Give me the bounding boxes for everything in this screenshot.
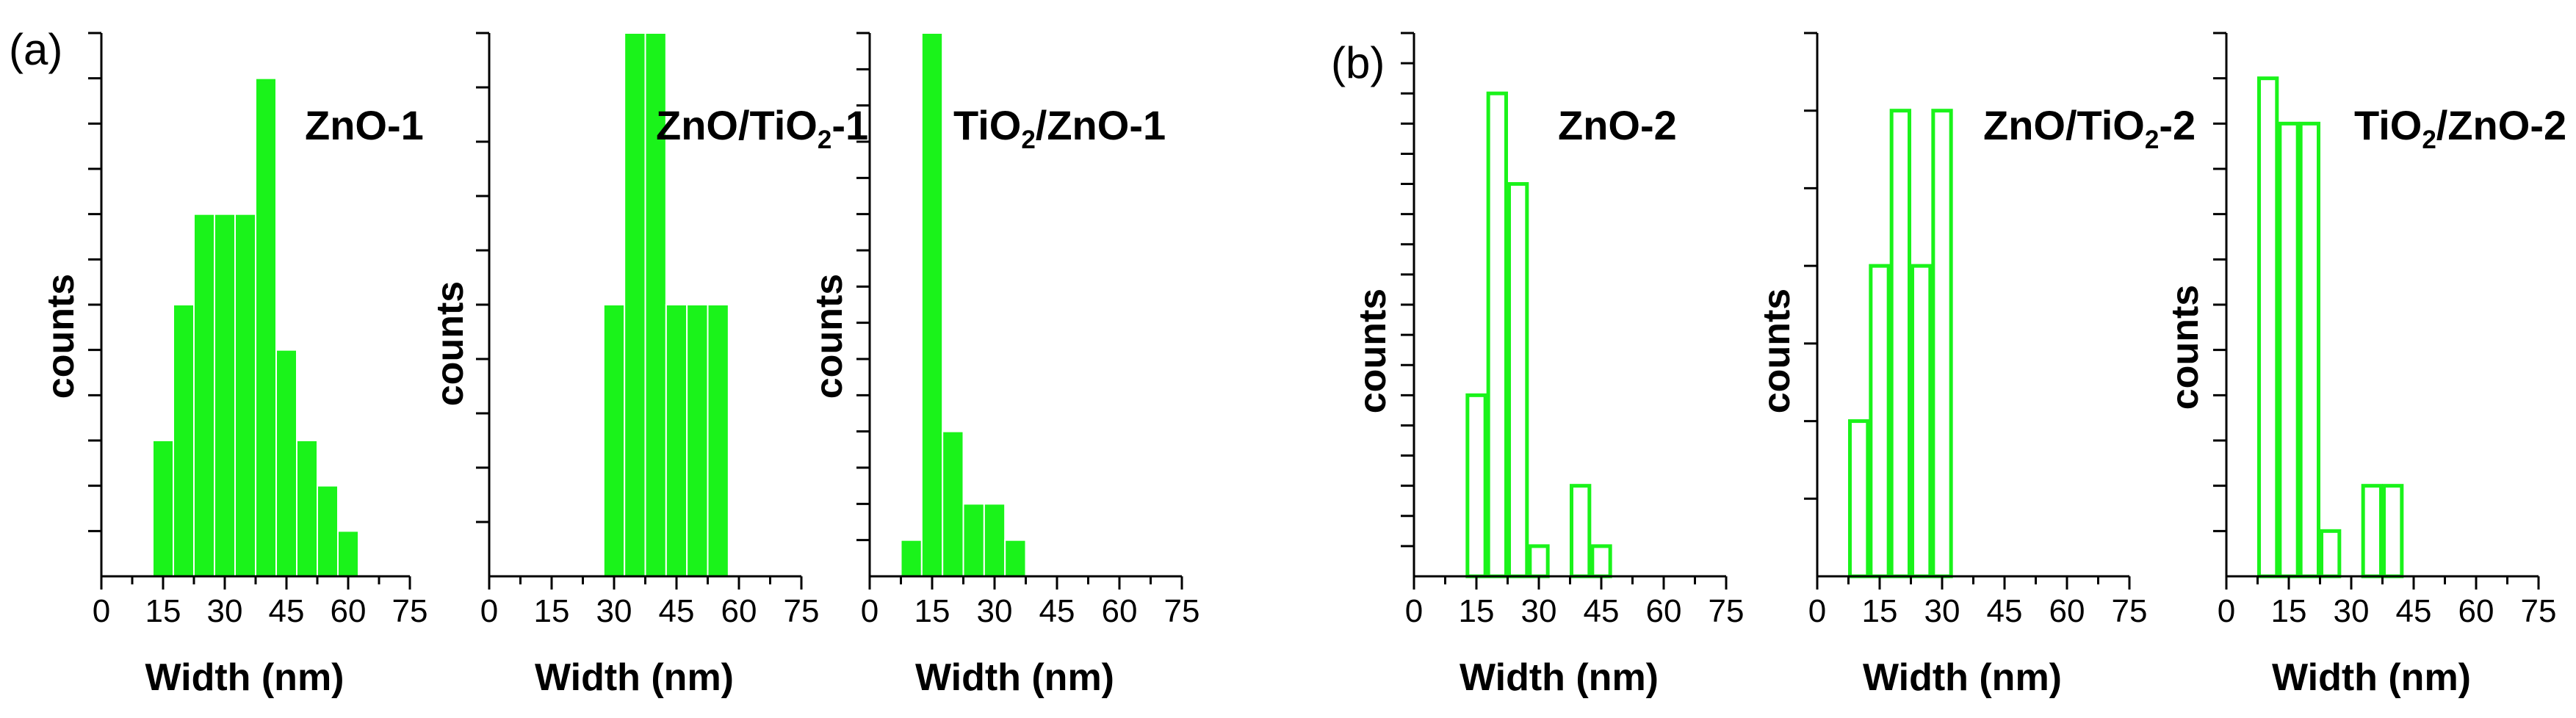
chart-3-bar (920, 32, 944, 577)
chart-1-bar (275, 349, 297, 577)
chart-2-bar (665, 304, 688, 577)
chart-6-x-tick-label: 0 (2218, 593, 2235, 629)
chart-2-x-tick-label: 45 (659, 593, 695, 629)
chart-3-bar (900, 539, 923, 578)
chart-3-bar (942, 430, 964, 578)
chart-6-x-tick-label: 15 (2271, 593, 2307, 629)
chart-2-x-axis-title: Width (nm) (535, 656, 734, 699)
chart-4-bar (1590, 544, 1612, 579)
chart-3-bar (1004, 539, 1027, 578)
chart-1-x-tick-label: 15 (145, 593, 181, 629)
chart-5-bar (1911, 264, 1933, 579)
chart-6-y-axis-title: counts (2164, 285, 2207, 410)
chart-4-bar (1528, 544, 1550, 579)
chart-5-x-tick-label: 60 (2049, 593, 2085, 629)
chart-6-bar (2257, 76, 2279, 579)
chart-1-x-tick-label: 75 (392, 593, 428, 629)
chart-2-x-tick-label: 15 (534, 593, 570, 629)
chart-1-x-tick-label: 30 (207, 593, 243, 629)
chart-1-x-tick-label: 0 (93, 593, 110, 629)
chart-3-bar (983, 503, 1006, 577)
chart-6-x-tick-label: 45 (2396, 593, 2432, 629)
chart-1-series-label: ZnO-1 (305, 102, 424, 148)
chart-2-bar (624, 32, 646, 577)
chart-4-series-label: ZnO-2 (1558, 102, 1677, 148)
chart-2-series-label: ZnO/TiO2-1 (656, 102, 868, 154)
chart-4-y-axis-title: counts (1352, 289, 1394, 413)
chart-5-x-tick-label: 30 (1924, 593, 1960, 629)
chart-4-x-tick-label: 75 (1709, 593, 1745, 629)
chart-6-bar (2382, 484, 2404, 579)
chart-5-bar (1848, 419, 1870, 579)
chart-2-x-tick-label: 60 (721, 593, 757, 629)
chart-4-bar (1570, 484, 1592, 579)
chart-5-bar (1889, 109, 1912, 579)
chart-6-x-axis-title: Width (nm) (2272, 656, 2471, 699)
chart-1-bar (317, 485, 339, 578)
chart-3-x-tick-label: 45 (1039, 593, 1075, 629)
panel-label-a: (a) (9, 25, 62, 74)
chart-5-bar (1931, 109, 1953, 579)
chart-2-bar (686, 304, 709, 577)
chart-4-x-tick-label: 30 (1521, 593, 1557, 629)
chart-1-x-tick-label: 45 (269, 593, 305, 629)
chart-1-bar (337, 530, 359, 577)
chart-3-y-axis-title: counts (808, 274, 851, 399)
chart-1-y-axis-title: counts (40, 274, 82, 399)
chart-5-series-label: ZnO/TiO2-2 (1983, 102, 2196, 154)
chart-4-x-axis-title: Width (nm) (1460, 656, 1659, 699)
chart-5-y-axis-title: counts (1756, 289, 1798, 413)
chart-1-bar (234, 213, 256, 577)
chart-6-bar (2298, 121, 2321, 579)
chart-4-x-tick-label: 60 (1646, 593, 1682, 629)
chart-2-x-tick-label: 0 (480, 593, 498, 629)
chart-5-x-axis-title: Width (nm) (1863, 656, 2062, 699)
chart-1-bar (193, 213, 215, 577)
chart-1-bar (173, 304, 195, 577)
chart-6-bar (2320, 529, 2342, 579)
panel-label-b: (b) (1331, 38, 1385, 87)
chart-3-x-tick-label: 30 (977, 593, 1013, 629)
chart-2-bar (602, 304, 626, 577)
chart-5-x-tick-label: 15 (1862, 593, 1898, 629)
chart-3-x-tick-label: 15 (914, 593, 950, 629)
chart-3-x-tick-label: 0 (861, 593, 878, 629)
chart-1-bar (296, 440, 318, 577)
chart-1-bar (152, 440, 174, 577)
chart-2-bar (707, 304, 729, 577)
chart-6-bar (2361, 484, 2384, 579)
chart-3-x-tick-label: 75 (1164, 593, 1200, 629)
chart-3-x-axis-title: Width (nm) (915, 656, 1114, 699)
chart-2-bar (644, 32, 667, 577)
chart-1-x-axis-title: Width (nm) (145, 656, 344, 699)
chart-6-x-tick-label: 75 (2521, 593, 2557, 629)
chart-1-bar (214, 213, 236, 577)
chart-3-series-label: TiO2/ZnO-1 (953, 102, 1166, 154)
chart-6-series-label: TiO2/ZnO-2 (2354, 102, 2566, 154)
chart-5-bar (1869, 264, 1891, 579)
chart-1-x-tick-label: 60 (331, 593, 367, 629)
chart-4-x-tick-label: 45 (1584, 593, 1620, 629)
chart-4-bar (1486, 91, 1508, 579)
chart-4-x-tick-label: 15 (1459, 593, 1495, 629)
chart-4-bar (1507, 182, 1529, 579)
chart-2-x-tick-label: 30 (596, 593, 632, 629)
chart-2-x-tick-label: 75 (784, 593, 820, 629)
chart-6-x-tick-label: 30 (2334, 593, 2370, 629)
chart-5-x-tick-label: 0 (1808, 593, 1826, 629)
chart-5-x-tick-label: 45 (1987, 593, 2023, 629)
chart-2-y-axis-title: counts (429, 281, 472, 406)
chart-4-x-tick-label: 0 (1405, 593, 1423, 629)
chart-3-x-tick-label: 60 (1102, 593, 1138, 629)
chart-6-x-tick-label: 60 (2458, 593, 2494, 629)
chart-5-x-tick-label: 75 (2112, 593, 2148, 629)
chart-6-bar (2278, 121, 2300, 579)
chart-1-bar (255, 77, 277, 577)
chart-3-bar (962, 503, 985, 577)
chart-4-bar (1465, 393, 1487, 579)
